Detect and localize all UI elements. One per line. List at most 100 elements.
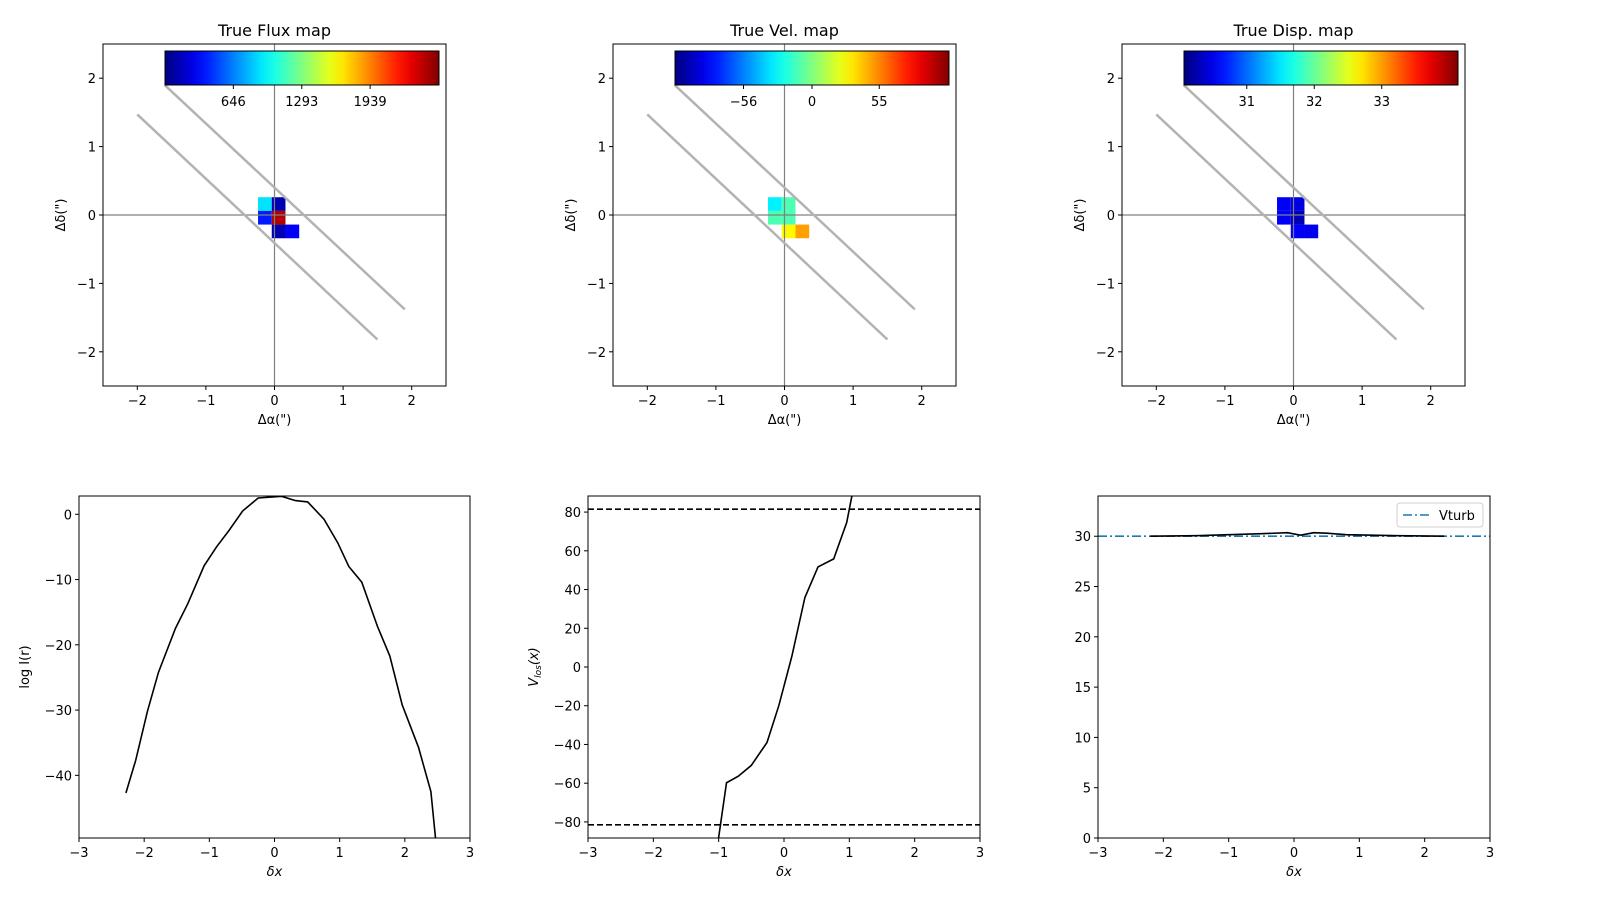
- x-tick-label: 1: [845, 846, 853, 861]
- colorbar-tick-label: 646: [221, 95, 246, 110]
- x-tick-label: 0: [780, 394, 788, 409]
- x-tick-label: −2: [638, 394, 657, 409]
- x-tick-label: 2: [408, 394, 416, 409]
- series-line: [1150, 531, 1445, 537]
- y-tick-label: −1: [1096, 277, 1115, 292]
- y-tick-label: 20: [1074, 631, 1091, 646]
- y-tick-label: 2: [1107, 72, 1115, 87]
- colorbar-tick-label: −56: [730, 95, 757, 110]
- y-tick-label: −40: [554, 738, 581, 753]
- heatmap-cell: [285, 224, 300, 239]
- velocity-profile-panel: −3 −2 −1 0 1 2 3 −80 −60 −40 −20 0 20 40 60 80 δx Vlos(x): [527, 495, 984, 880]
- y-tick-label: −2: [1096, 346, 1115, 361]
- slit-edge-line: [673, 84, 916, 311]
- heatmap-cell: [258, 210, 272, 225]
- flux-map-plot-area: [103, 44, 446, 386]
- y-axis-label: Vlos(x): [527, 647, 544, 686]
- x-tick-label: 1: [1355, 846, 1363, 861]
- colorbar-tick-label: 55: [871, 95, 888, 110]
- y-tick-label: 80: [564, 506, 581, 521]
- dispersion-map-plot-area: [1122, 44, 1465, 386]
- legend-box: [1396, 502, 1484, 528]
- y-tick-label: −2: [77, 346, 96, 361]
- x-axis-label: Δα("): [1277, 413, 1311, 428]
- x-tick-label: 2: [1421, 846, 1429, 861]
- y-tick-label: −1: [77, 277, 96, 292]
- heatmap-cell: [1304, 224, 1319, 239]
- dispersion-profile-plot-area: [1098, 531, 1490, 538]
- x-tick-label: 2: [401, 846, 409, 861]
- heatmap-cell: [795, 224, 810, 239]
- y-tick-label: −10: [45, 574, 72, 589]
- x-tick-label: −2: [135, 846, 154, 861]
- x-tick-label: 3: [1486, 846, 1494, 861]
- y-tick-label: 1: [88, 141, 96, 156]
- chart-title: True Disp. map: [1232, 21, 1353, 40]
- x-tick-label: −3: [69, 846, 88, 861]
- x-tick-label: 2: [1427, 394, 1435, 409]
- velocity-profile-axes-frame: [587, 495, 981, 839]
- y-tick-label: 60: [564, 545, 581, 560]
- y-axis-label: Δδ("): [564, 199, 579, 232]
- heatmap-cell: [271, 224, 286, 239]
- y-tick-label: 0: [64, 508, 72, 523]
- chart-title: True Vel. map: [729, 21, 839, 40]
- x-tick-label: −1: [196, 394, 215, 409]
- x-tick-label: −2: [128, 394, 147, 409]
- colorbar: [1183, 50, 1459, 86]
- x-tick-label: 0: [780, 846, 788, 861]
- flux-map-panel: 646 1293 1939 −2 −1 0 1 2 −2 −1 0 1 2 True Flux map Δα…: [54, 21, 447, 428]
- y-tick-label: 30: [1074, 530, 1091, 545]
- y-axis-label: log I(r): [18, 645, 33, 688]
- colorbar-tick-label: 31: [1238, 95, 1255, 110]
- y-tick-label: −40: [45, 769, 72, 784]
- y-tick-label: 40: [564, 584, 581, 599]
- y-tick-label: 10: [1074, 731, 1091, 746]
- colorbar-tick-label: 1293: [285, 95, 318, 110]
- x-tick-label: −1: [1215, 394, 1234, 409]
- x-tick-label: 1: [849, 394, 857, 409]
- colorbar-tick-label: 0: [808, 95, 816, 110]
- x-axis-label: Δα("): [768, 413, 802, 428]
- y-tick-label: −30: [45, 704, 72, 719]
- heatmap-cell: [781, 197, 796, 211]
- y-tick-label: 25: [1074, 581, 1091, 596]
- x-tick-label: −2: [1147, 394, 1166, 409]
- x-tick-label: 1: [339, 394, 347, 409]
- slit-edge-line: [1182, 84, 1425, 311]
- y-tick-label: −60: [554, 777, 581, 792]
- x-tick-label: −1: [709, 846, 728, 861]
- colorbar-tick-label: 32: [1306, 95, 1323, 110]
- x-axis-label: δx: [776, 865, 792, 880]
- x-tick-label: −2: [644, 846, 663, 861]
- y-tick-label: 0: [573, 661, 581, 676]
- x-tick-label: −2: [1154, 846, 1173, 861]
- series-line: [125, 496, 437, 838]
- y-tick-label: 15: [1074, 681, 1091, 696]
- x-tick-label: −1: [1219, 846, 1238, 861]
- x-tick-label: 0: [1290, 846, 1298, 861]
- legend-label: Vturb: [1439, 509, 1475, 524]
- intensity-profile-axes-frame: [78, 495, 471, 839]
- heatmap-cell: [1290, 224, 1305, 239]
- y-tick-label: 5: [1083, 782, 1091, 797]
- heatmap-cell: [258, 197, 272, 211]
- y-label-main: V: [527, 677, 542, 687]
- y-tick-label: −80: [554, 816, 581, 831]
- slit-edge-line: [1155, 113, 1398, 341]
- colorbar-tick-label: 1939: [354, 95, 387, 110]
- x-tick-label: 1: [336, 846, 344, 861]
- y-tick-label: −2: [587, 346, 606, 361]
- x-tick-label: 2: [918, 394, 926, 409]
- heatmap-cell: [1277, 210, 1291, 225]
- slit-edge-line: [163, 84, 406, 311]
- x-tick-label: −3: [1088, 846, 1107, 861]
- heatmap-cell: [781, 210, 796, 225]
- velocity-map-panel: −56 0 55 −2 −1 0 1 2 −2 −1 0 1 2 True Vel. map Δα(") Δδ…: [564, 21, 957, 428]
- intensity-profile-plot-area: [125, 496, 437, 838]
- y-axis-label: Δδ("): [54, 199, 69, 232]
- x-tick-label: −1: [200, 846, 219, 861]
- x-tick-label: 2: [911, 846, 919, 861]
